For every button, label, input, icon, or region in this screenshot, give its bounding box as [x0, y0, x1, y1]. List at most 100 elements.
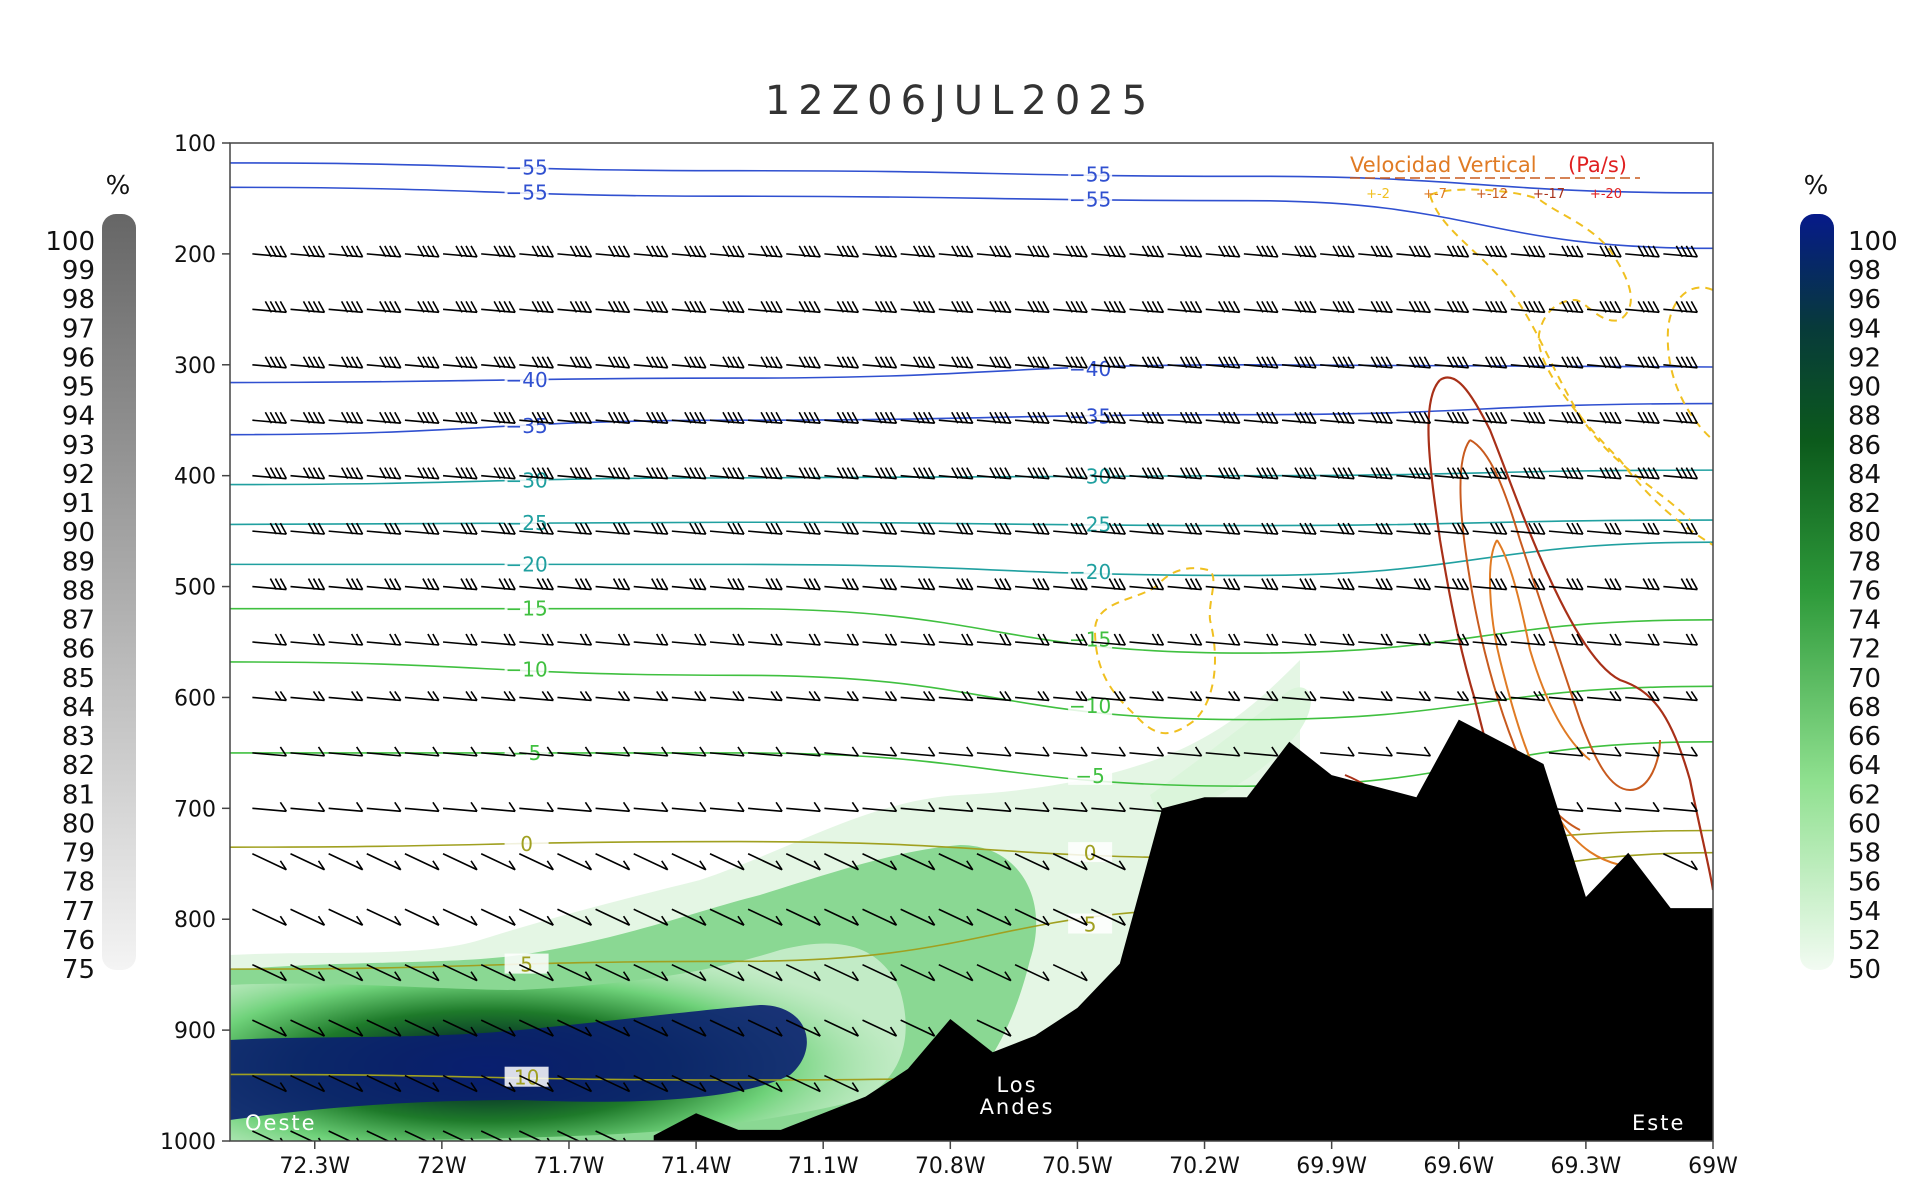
wind-barb	[557, 1074, 593, 1093]
y-tick-label: 200	[174, 243, 216, 268]
isotherm-label-bg	[1068, 764, 1113, 785]
wind-barb	[1434, 411, 1470, 425]
wind-barb	[1129, 746, 1165, 757]
isotherm-line	[230, 363, 1713, 384]
wind-barb	[633, 522, 669, 535]
wind-barb	[328, 1019, 364, 1037]
humidity-grey-colorbar: % 10099989796959493929190898887868584838…	[45, 171, 136, 985]
wind-barb	[633, 467, 669, 480]
wind-barb	[366, 633, 402, 646]
colorbar-label: 79	[62, 839, 95, 869]
wind-barb	[1396, 746, 1432, 757]
wind-barb	[328, 467, 364, 480]
vertical-velocity-contour	[1429, 188, 1713, 546]
wind-barb	[252, 908, 288, 926]
colorbar-label: 96	[1848, 285, 1881, 315]
isotherm-label-bg	[1068, 561, 1113, 582]
wind-barb	[442, 1130, 475, 1141]
wind-barb	[976, 411, 1012, 425]
isotherm-label-bg	[504, 832, 549, 853]
isotherm-label: −55	[1069, 187, 1111, 211]
wind-barb	[557, 963, 593, 982]
wind-barb	[1281, 522, 1317, 535]
green-colorbar-unit: %	[1804, 171, 1829, 201]
x-tick-label: 72.3W	[279, 1154, 350, 1179]
wind-barb	[1510, 522, 1546, 535]
wind-barb	[1014, 963, 1050, 982]
wind-barb	[633, 356, 669, 369]
wind-barb	[1625, 356, 1660, 369]
wind-barb	[366, 963, 402, 982]
wind-barb	[1625, 467, 1660, 480]
colorbar-label: 96	[62, 343, 95, 373]
wind-barb	[1586, 245, 1622, 258]
y-tick-label: 800	[174, 908, 216, 933]
wind-barb	[557, 691, 593, 702]
wind-barb	[252, 300, 288, 314]
colorbar-label: 91	[62, 489, 95, 519]
wind-barb	[824, 578, 860, 591]
wind-barb	[900, 245, 936, 258]
wind-barb	[1396, 633, 1432, 646]
wind-barb	[252, 746, 288, 757]
wind-barb	[1053, 633, 1088, 646]
plot-area: −55 −55−55 −55−40 −40−35 −35−30 −30−25 −25−20−…	[230, 155, 1713, 1141]
wind-barb	[1167, 522, 1203, 535]
wind-barb	[1548, 633, 1584, 646]
wind-barb	[824, 963, 860, 982]
wind-barb	[976, 522, 1012, 535]
wind-barb	[519, 633, 555, 646]
wind-barb	[862, 300, 898, 314]
wind-barb	[1129, 411, 1165, 425]
wind-barb	[900, 356, 936, 369]
wind-barb	[442, 633, 478, 646]
wind-barb	[1396, 245, 1432, 258]
wind-barb	[290, 300, 326, 314]
wind-barb	[252, 356, 288, 369]
wind-barb	[824, 467, 860, 480]
wind-barb	[1091, 633, 1127, 646]
wind-barb	[671, 467, 707, 480]
wind-barb	[290, 578, 326, 591]
wind-barb	[976, 1019, 1012, 1037]
wind-barb	[671, 963, 707, 982]
isotherm-label-bg	[504, 658, 549, 679]
isotherm-label-bg	[1068, 913, 1113, 934]
isotherm-label: 0	[1084, 841, 1097, 865]
wind-barb	[1320, 356, 1355, 369]
wind-barb	[824, 300, 860, 314]
wind-barb	[938, 467, 974, 480]
wind-barb	[1548, 300, 1584, 314]
wind-barb	[1167, 578, 1203, 591]
wind-barb	[1586, 801, 1622, 813]
wind-barb	[1281, 578, 1317, 591]
wind-barb	[976, 801, 1012, 813]
wind-barb	[1396, 356, 1432, 369]
wind-barb	[328, 963, 364, 982]
isotherm-label-bg	[504, 415, 549, 436]
wind-barb	[1548, 522, 1584, 535]
colorbar-label: 98	[62, 285, 95, 315]
wind-barb	[557, 300, 593, 314]
x-tick-label: 69.9W	[1296, 1154, 1367, 1179]
vertical-velocity-contour	[1439, 376, 1713, 891]
wind-barb	[1320, 467, 1355, 480]
wind-barb	[1243, 578, 1279, 591]
wind-barb	[1358, 300, 1393, 314]
isotherm-label-bg	[1068, 163, 1113, 184]
wind-barb	[1167, 245, 1203, 258]
wind-barb	[938, 356, 974, 369]
wind-barb	[595, 1019, 631, 1037]
wind-barb	[557, 411, 593, 425]
wind-barb	[862, 801, 898, 813]
wind-barb	[518, 963, 554, 982]
wind-barb	[786, 300, 821, 314]
wind-barb	[1663, 411, 1699, 425]
colorbar-label: 78	[62, 868, 95, 898]
wind-barb	[709, 1019, 745, 1037]
wind-barb	[709, 522, 745, 535]
colorbar-label: 70	[1848, 664, 1881, 694]
wind-barb	[252, 467, 288, 480]
wind-barb	[671, 300, 707, 314]
wind-barb	[785, 1019, 821, 1037]
